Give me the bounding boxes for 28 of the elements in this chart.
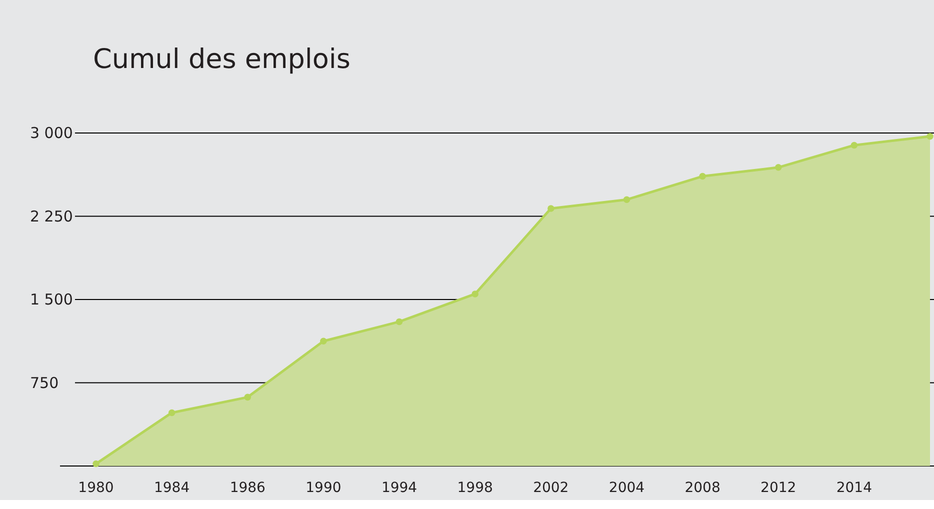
x-tick-label: 2008 xyxy=(684,480,720,496)
x-tick-label: 2002 xyxy=(533,480,569,496)
point xyxy=(926,132,934,140)
point xyxy=(472,290,478,298)
point xyxy=(92,460,100,468)
x-tick-label: 2012 xyxy=(760,480,796,496)
x-tick-label: 1980 xyxy=(78,480,114,496)
chart-title: Cumul des emplois xyxy=(93,44,351,75)
point xyxy=(623,196,630,203)
y-tick-label: 2 250 xyxy=(30,207,73,226)
x-tick-label: 1998 xyxy=(457,480,493,496)
point xyxy=(320,338,327,345)
y-tick-label: 3 000 xyxy=(30,124,73,142)
point xyxy=(244,394,252,401)
y-tick-label: 750 xyxy=(30,374,59,392)
point xyxy=(168,409,176,416)
x-tick-label: 1994 xyxy=(381,480,418,496)
x-tick-label: 2004 xyxy=(608,480,645,496)
point xyxy=(396,318,403,326)
point xyxy=(774,164,782,171)
x-tick-label: 1986 xyxy=(230,480,266,496)
x-tick-label: 2014 xyxy=(836,480,872,496)
point xyxy=(548,205,554,212)
point xyxy=(699,172,706,180)
x-tick-label: 1984 xyxy=(154,480,190,496)
y-tick-label: 1 500 xyxy=(30,290,73,308)
x-tick-label: 1990 xyxy=(306,480,342,496)
point xyxy=(850,142,858,149)
